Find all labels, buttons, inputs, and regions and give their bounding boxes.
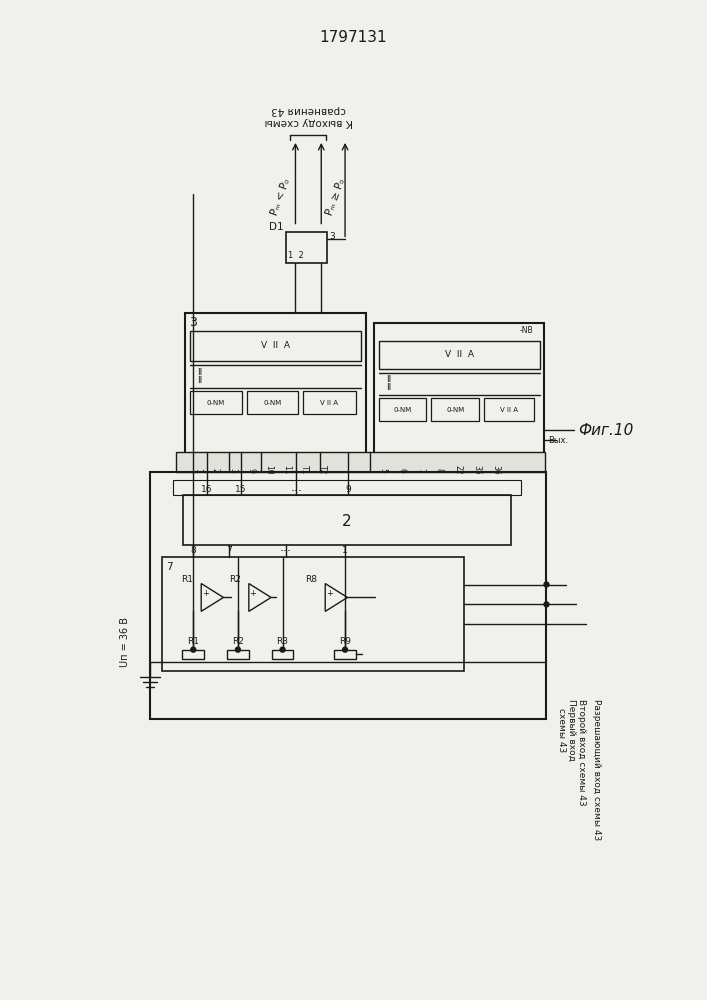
Bar xyxy=(286,232,327,263)
Bar xyxy=(334,650,356,659)
Circle shape xyxy=(544,582,549,587)
Text: T1: T1 xyxy=(300,465,309,475)
Bar xyxy=(173,480,520,495)
Text: II: II xyxy=(386,375,392,384)
Bar xyxy=(303,391,356,414)
Text: V II A: V II A xyxy=(500,407,518,413)
Text: -NB: -NB xyxy=(520,326,534,335)
Text: 3: 3 xyxy=(329,232,335,241)
Bar xyxy=(484,398,534,421)
Text: 10: 10 xyxy=(264,465,273,475)
Text: 2: 2 xyxy=(342,514,352,529)
Text: 8: 8 xyxy=(190,546,196,555)
Bar xyxy=(379,398,426,421)
Text: II: II xyxy=(197,368,203,377)
Text: II: II xyxy=(197,376,203,385)
Text: +: + xyxy=(201,589,209,598)
Text: 9: 9 xyxy=(345,485,351,494)
Bar xyxy=(182,650,204,659)
Text: 1: 1 xyxy=(342,546,348,555)
Text: R3: R3 xyxy=(276,637,288,646)
Text: 0-NM: 0-NM xyxy=(394,407,411,413)
Bar xyxy=(247,391,298,414)
Text: R1: R1 xyxy=(181,575,193,584)
Text: V II A: V II A xyxy=(320,400,338,406)
Text: К выходу схемы: К выходу схемы xyxy=(264,117,353,127)
Text: R9: R9 xyxy=(339,637,351,646)
Text: 6: 6 xyxy=(397,468,406,473)
Bar xyxy=(150,472,547,719)
Circle shape xyxy=(343,647,348,652)
Text: R1: R1 xyxy=(187,637,199,646)
Text: II: II xyxy=(386,383,392,392)
Text: 1: 1 xyxy=(193,468,201,473)
Text: Фиг.10: Фиг.10 xyxy=(578,423,633,438)
Text: 35: 35 xyxy=(472,465,481,475)
Bar xyxy=(177,452,546,472)
Text: сравнения 43: сравнения 43 xyxy=(271,105,346,115)
Text: R2: R2 xyxy=(229,575,241,584)
Text: 11: 11 xyxy=(282,465,291,475)
Bar xyxy=(190,331,361,361)
Text: +: + xyxy=(250,589,256,598)
Text: Pₘ < P₀: Pₘ < P₀ xyxy=(270,177,293,216)
Text: 7: 7 xyxy=(166,562,173,572)
Text: 1  2: 1 2 xyxy=(288,251,303,260)
Text: 0-NM: 0-NM xyxy=(264,400,282,406)
Text: 1797131: 1797131 xyxy=(319,30,387,45)
Circle shape xyxy=(191,647,196,652)
Text: 3: 3 xyxy=(189,316,197,329)
Text: 16: 16 xyxy=(201,485,213,494)
Text: 7: 7 xyxy=(226,546,232,555)
Circle shape xyxy=(544,602,549,607)
Text: Uп = 36 В: Uп = 36 В xyxy=(119,617,130,667)
Text: 22: 22 xyxy=(454,465,462,475)
Text: 36: 36 xyxy=(491,465,501,475)
Bar xyxy=(271,650,293,659)
Circle shape xyxy=(280,647,285,652)
Text: Pₘ ≥ P₀: Pₘ ≥ P₀ xyxy=(325,177,346,216)
Text: Первый вход
схемы 43: Первый вход схемы 43 xyxy=(556,699,576,761)
Text: 5: 5 xyxy=(378,468,387,473)
Text: T2: T2 xyxy=(317,465,327,475)
Text: Разрешающий вход схемы 43: Разрешающий вход схемы 43 xyxy=(592,699,600,840)
Text: 7: 7 xyxy=(416,468,425,473)
Text: R2: R2 xyxy=(232,637,244,646)
Text: +: + xyxy=(326,589,332,598)
Bar xyxy=(431,398,479,421)
Text: 3: 3 xyxy=(228,468,238,473)
Text: 0-NM: 0-NM xyxy=(446,407,464,413)
Text: ...: ... xyxy=(279,541,291,554)
Text: V  II  A: V II A xyxy=(261,341,290,350)
Text: 15: 15 xyxy=(235,485,247,494)
Bar xyxy=(190,391,242,414)
Bar xyxy=(161,557,464,671)
Text: D1: D1 xyxy=(269,222,284,232)
Text: 8: 8 xyxy=(435,468,444,473)
Bar xyxy=(374,323,544,460)
Text: V  II  A: V II A xyxy=(445,350,474,359)
Circle shape xyxy=(235,647,240,652)
Text: R8: R8 xyxy=(305,575,317,584)
Bar xyxy=(379,341,539,369)
Text: ...: ... xyxy=(291,481,303,494)
Text: 0-NM: 0-NM xyxy=(207,400,226,406)
Text: Вых.: Вых. xyxy=(549,436,568,445)
Text: 9: 9 xyxy=(246,468,255,473)
Bar xyxy=(185,313,366,460)
Bar xyxy=(183,495,510,545)
Text: 2: 2 xyxy=(211,468,220,473)
Bar xyxy=(227,650,249,659)
Text: Второй вход схемы 43: Второй вход схемы 43 xyxy=(577,699,585,806)
